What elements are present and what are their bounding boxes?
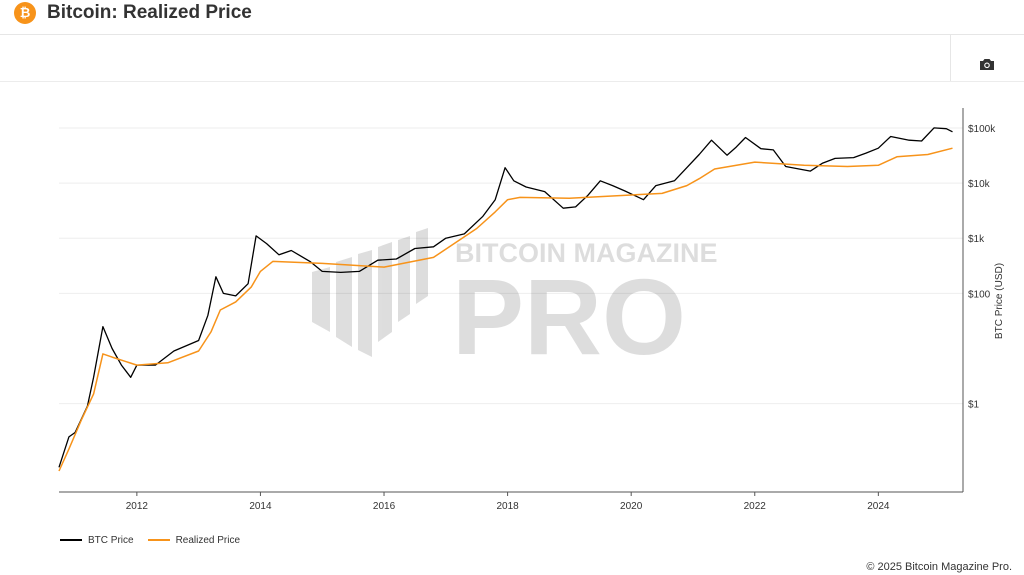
x-tick-label: 2018 [496, 501, 519, 512]
copyright: © 2025 Bitcoin Magazine Pro. [866, 561, 1012, 573]
legend-label: BTC Price [88, 535, 134, 546]
x-tick-label: 2020 [620, 501, 643, 512]
y-tick-label: $100k [968, 124, 996, 135]
watermark-line1: BITCOIN MAGAZINE [455, 238, 718, 268]
x-tick-label: 2012 [126, 501, 149, 512]
watermark-line2: PRO [452, 256, 686, 377]
y-axis-label: BTC Price (USD) [994, 263, 1005, 339]
page-title: Bitcoin: Realized Price [47, 2, 252, 23]
grid [59, 127, 963, 405]
x-tick-label: 2016 [373, 501, 396, 512]
y-tick-label: $1 [968, 400, 980, 411]
legend-item-btc-price[interactable]: BTC Price [60, 535, 134, 546]
legend: BTC Price Realized Price [60, 535, 240, 546]
watermark: BITCOIN MAGAZINE PRO [312, 228, 718, 377]
y-tick-label: $100 [968, 289, 991, 300]
realized-price-line [58, 147, 953, 472]
header: ₿ Bitcoin: Realized Price [0, 0, 1024, 35]
bitcoin-logo-icon: ₿ [14, 2, 36, 24]
watermark-bars-icon [312, 228, 428, 357]
btc-price-line [58, 127, 953, 468]
camera-icon[interactable] [979, 58, 995, 71]
y-tick-label: $10k [968, 179, 991, 190]
chart: BITCOIN MAGAZINE PRO $1 $100 $1k $10k $100k 2… [58, 108, 1005, 512]
toolbar-divider [950, 35, 951, 81]
x-tick-label: 2024 [867, 501, 890, 512]
series-lines [58, 127, 953, 472]
x-tick-label: 2014 [249, 501, 272, 512]
chart-toolbar [0, 35, 1024, 82]
legend-item-realized-price[interactable]: Realized Price [147, 535, 241, 546]
axes: $1 $100 $1k $10k $100k 2012 2014 2016 2018 2020 20… [59, 108, 996, 512]
legend-label: Realized Price [175, 535, 241, 546]
x-tick-label: 2022 [744, 501, 767, 512]
y-tick-label: $1k [968, 234, 985, 245]
